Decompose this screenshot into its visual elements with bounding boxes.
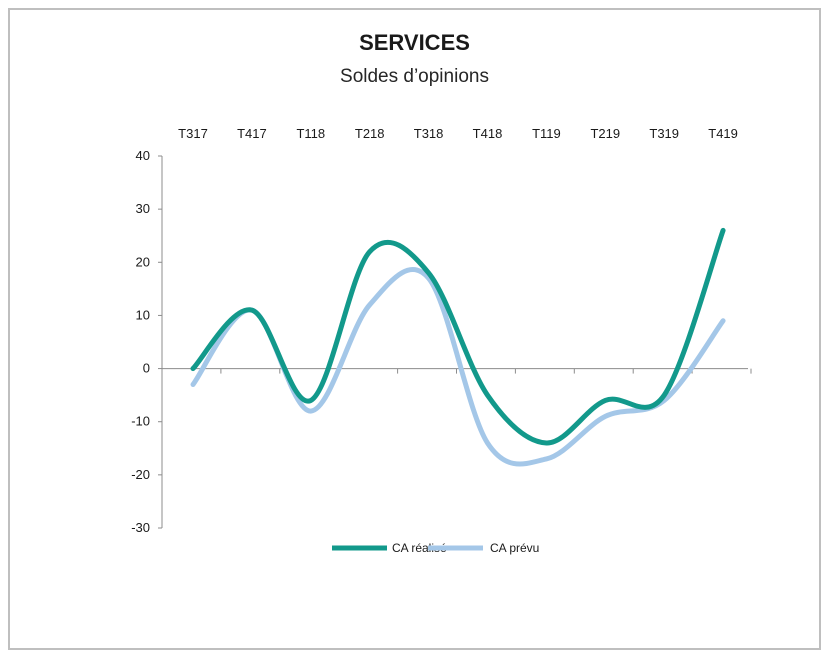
y-tick-label: 40 [136, 148, 150, 163]
chart-frame: SERVICES Soldes d’opinions [8, 8, 821, 650]
x-tick-label: T419 [708, 126, 738, 141]
x-tick-label: T317 [178, 126, 208, 141]
chart-series [190, 227, 726, 467]
y-tick-label: 10 [136, 307, 150, 322]
x-tick-label: T219 [590, 126, 620, 141]
x-tick-label: T318 [414, 126, 444, 141]
chart-title: SERVICES [359, 30, 470, 55]
y-tick-label: 0 [143, 361, 150, 376]
chart-legend: CA réalisé CA prévu [332, 541, 539, 555]
x-tick-label: T119 [532, 126, 561, 141]
y-tick-label: -30 [131, 520, 150, 535]
x-tick-label: T118 [296, 126, 325, 141]
y-tick-label: 30 [136, 201, 150, 216]
legend-label: CA réalisé [392, 541, 447, 555]
x-tick-label: T319 [649, 126, 679, 141]
y-tick-label: -20 [131, 467, 150, 482]
x-tick-label: T417 [237, 126, 267, 141]
series-line-ca-pr-vu [190, 267, 726, 467]
x-tick-label: T418 [473, 126, 503, 141]
chart-axes: 40 30 20 10 0 -10 -20 -30 T317 T417 T118 T218 T318 T4… [131, 126, 752, 535]
y-tick-label: 20 [136, 254, 150, 269]
y-tick-label: -10 [131, 414, 150, 429]
x-tick-label: T218 [355, 126, 385, 141]
chart-subtitle: Soldes d’opinions [340, 66, 489, 87]
legend-label: CA prévu [490, 541, 539, 555]
series-line-ca-r-alis [190, 227, 726, 446]
